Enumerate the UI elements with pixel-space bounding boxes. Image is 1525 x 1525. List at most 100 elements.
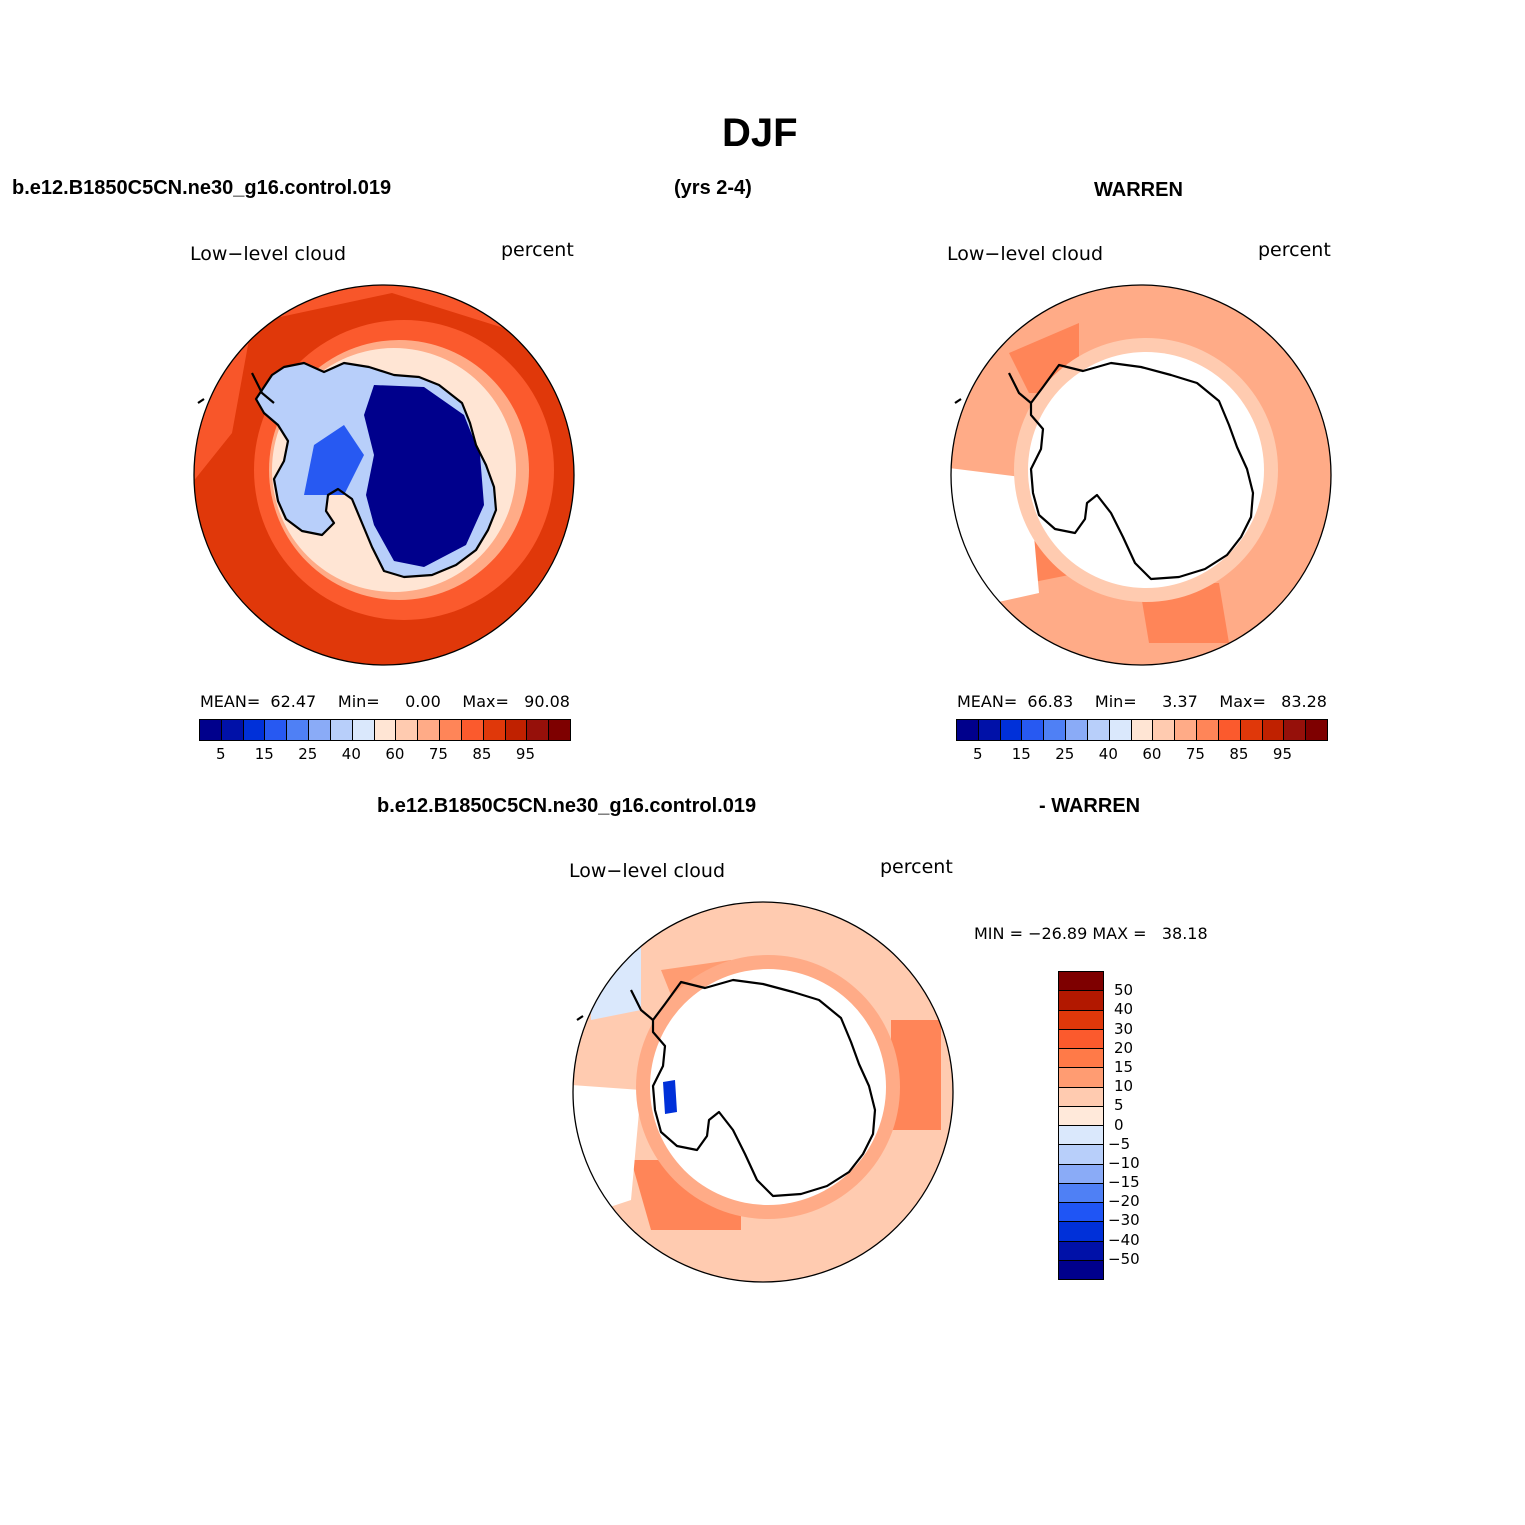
obs-colorbar [956,719,1328,741]
colorbar-swatch [1000,720,1023,740]
colorbar-swatch [1059,1068,1103,1088]
model-stats: MEAN= 62.47 Min= 0.00 Max= 90.08 [200,692,570,711]
page-title: DJF [722,111,798,155]
south-america-tip [197,398,205,404]
colorbar-swatch [1044,720,1067,740]
colorbar-tick-label: 15 [1011,745,1031,763]
colorbar-swatch [287,720,310,740]
colorbar-swatch [243,720,266,740]
colorbar-tick-label: 95 [515,745,536,763]
obs-mean-value: 66.83 [1027,692,1074,711]
model-colorbar-ticks: 5 15 25 40 60 75 85 95 [199,745,569,765]
colorbar-tick-label: 85 [1229,745,1249,763]
colorbar-swatch [396,720,419,740]
south-america-tip [954,398,962,404]
model-units-label: percent [501,239,574,261]
colorbar-swatch [1022,720,1045,740]
colorbar-tick-label: −20 [1108,1192,1140,1211]
colorbar-swatch [1284,720,1307,740]
model-min-value: 0.00 [405,692,441,711]
diff-obs-name-header: - WARREN [1039,795,1141,817]
diff-colorbar [1058,971,1104,1280]
diff-negative-patch [663,1080,677,1114]
colorbar-swatch [309,720,331,740]
colorbar-swatch [352,720,375,740]
colorbar-tick-label: −30 [1108,1211,1140,1230]
model-max-value: 90.08 [524,692,570,711]
obs-mean-label: MEAN= [957,692,1018,711]
colorbar-swatch [1175,720,1198,740]
model-colorbar [199,719,571,741]
model-mean-label: MEAN= [200,692,261,711]
colorbar-tick-label: −15 [1108,1173,1140,1192]
model-min-label: Min= [337,692,380,711]
colorbar-tick-label: −5 [1108,1134,1131,1153]
colorbar-tick-label: 95 [1272,745,1293,763]
colorbar-swatch [1059,1010,1103,1030]
colorbar-swatch [1059,1087,1103,1107]
colorbar-swatch [1059,1203,1103,1223]
colorbar-swatch [1059,1164,1103,1184]
obs-min-label: Min= [1094,692,1137,711]
colorbar-swatch [1059,1126,1103,1146]
colorbar-swatch [440,720,462,740]
colorbar-tick-label: 5 [215,745,226,763]
colorbar-swatch [1059,972,1103,992]
colorbar-swatch [1109,720,1132,740]
obs-stats: MEAN= 66.83 Min= 3.37 Max= 83.28 [957,692,1327,711]
map-boundary [950,284,1332,666]
colorbar-swatch [1218,720,1241,740]
colorbar-swatch [1066,720,1088,740]
antarctica-coastline [254,361,498,579]
south-america-tip [576,1015,584,1021]
colorbar-tick-label: 75 [428,745,448,763]
west-antarctica-cloud [304,425,364,495]
obs-units-label: percent [1258,239,1331,261]
obs-colorbar-ticks: 5 15 25 40 60 75 85 95 [956,745,1326,765]
colorbar-swatch [978,720,1001,740]
years-header: (yrs 2-4) [674,177,752,199]
model-polar-map [193,284,575,666]
colorbar-tick-label: 40 [1098,745,1118,763]
colorbar-swatch [957,720,979,740]
colorbar-swatch [1059,1029,1103,1049]
diff-units-label: percent [880,856,953,878]
colorbar-swatch [1306,720,1328,740]
diff-positive-patch [891,1020,941,1130]
colorbar-tick-label: −40 [1108,1230,1140,1249]
colorbar-swatch [1240,720,1263,740]
map-boundary [572,901,954,1283]
colorbar-tick-label: 15 [254,745,274,763]
colorbar-tick-label: 5 [1114,1096,1124,1115]
colorbar-tick-label: 0 [1114,1115,1124,1134]
case-name-header: b.e12.B1850C5CN.ne30_g16.control.019 [12,177,392,199]
colorbar-swatch [461,720,484,740]
diff-minmax-text: MIN = −26.89 MAX = 38.18 [974,924,1208,943]
colorbar-tick-label: 20 [1114,1038,1134,1057]
colorbar-swatch [418,720,441,740]
colorbar-tick-label: 25 [298,745,318,763]
colorbar-tick-label: −10 [1108,1153,1140,1172]
antarctic-peninsula [251,372,275,404]
diff-colorbar-ticks: 50 40 30 20 15 10 5 0 −5 −10 −15 −20 −30 −40 −50 [1108,971,1188,1278]
colorbar-tick-label: 40 [1114,1000,1134,1019]
colorbar-tick-label: 25 [1055,745,1075,763]
antarctica-coastline [1029,361,1255,581]
colorbar-tick-label: 10 [1114,1077,1134,1096]
colorbar-swatch [330,720,353,740]
colorbar-tick-label: 60 [385,745,405,763]
diff-variable-label: Low−level cloud [569,860,726,882]
obs-max-value: 83.28 [1281,692,1327,711]
diff-polar-map [572,901,954,1283]
colorbar-swatch [483,720,506,740]
colorbar-swatch [527,720,550,740]
colorbar-tick-label: −50 [1108,1249,1140,1268]
colorbar-swatch [1059,1241,1103,1261]
colorbar-tick-label: 15 [1114,1057,1134,1076]
colorbar-swatch [1059,1260,1103,1279]
colorbar-swatch [1059,1145,1103,1165]
colorbar-swatch [1059,1106,1103,1126]
colorbar-swatch [265,720,288,740]
diff-case-name-header: b.e12.B1850C5CN.ne30_g16.control.019 [377,795,757,817]
colorbar-tick-label: 60 [1142,745,1162,763]
